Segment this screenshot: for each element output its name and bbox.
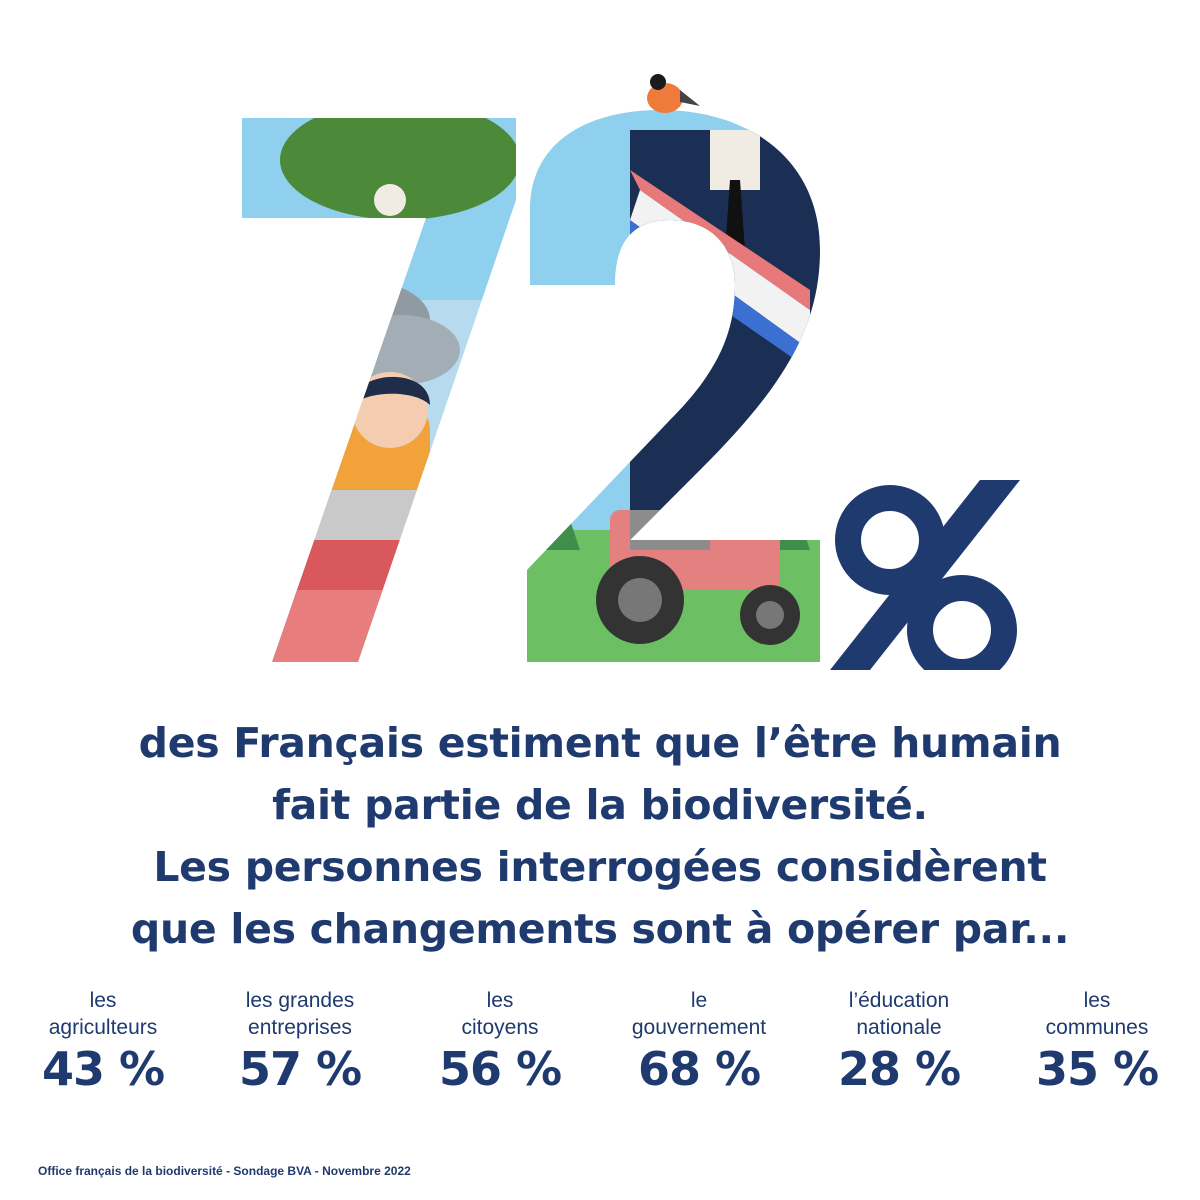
stats-row: les agriculteurs 43 % les grandes entrepri… bbox=[0, 985, 1200, 1097]
stat-value: 56 % bbox=[438, 1042, 562, 1096]
small-bird bbox=[374, 184, 406, 216]
hero-illustration bbox=[230, 70, 1050, 670]
stat-agriculteurs: les agriculteurs 43 % bbox=[8, 985, 198, 1097]
stat-gouvernement: le gouvernement 68 % bbox=[604, 985, 794, 1097]
sash-red bbox=[630, 170, 810, 310]
stat-label: les citoyens bbox=[461, 989, 539, 1039]
stat-value: 35 % bbox=[1035, 1042, 1159, 1096]
stat-communes: les communes 35 % bbox=[1002, 985, 1192, 1097]
digit-two-illustration bbox=[527, 110, 820, 662]
stat-label: les grandes entreprises bbox=[245, 989, 355, 1039]
stat-value: 43 % bbox=[41, 1042, 165, 1096]
percent-sign bbox=[830, 480, 1020, 670]
headline-line-3: Les personnes interrogées considèrent bbox=[153, 843, 1047, 891]
stat-label: l’éducation nationale bbox=[848, 989, 950, 1039]
headline-line-2: fait partie de la biodiversité. bbox=[272, 781, 928, 829]
stat-label: les communes bbox=[1045, 989, 1149, 1039]
stat-value: 28 % bbox=[837, 1042, 961, 1096]
stat-value: 68 % bbox=[637, 1042, 761, 1096]
stat-grandes-entreprises: les grandes entreprises 57 % bbox=[205, 985, 395, 1097]
headline-line-4: que les changements sont à opérer par... bbox=[130, 905, 1070, 953]
source-footnote: Office français de la biodiversité - Son… bbox=[38, 1164, 411, 1178]
stat-label: les agriculteurs bbox=[48, 989, 158, 1039]
stat-citoyens: les citoyens 56 % bbox=[405, 985, 595, 1097]
hero-72-percent-graphic bbox=[242, 74, 1020, 670]
stat-label: le gouvernement bbox=[631, 989, 767, 1039]
stat-value: 57 % bbox=[238, 1042, 362, 1096]
headline-line-1: des Français estiment que l’être humain bbox=[138, 719, 1062, 767]
bullfinch-bird bbox=[647, 74, 700, 113]
headline: des Français estiment que l’être humain … bbox=[0, 712, 1200, 960]
digit-seven-illustration bbox=[242, 118, 516, 662]
tree-foliage bbox=[280, 118, 516, 220]
stat-education-nationale: l’éducation nationale 28 % bbox=[804, 985, 994, 1097]
